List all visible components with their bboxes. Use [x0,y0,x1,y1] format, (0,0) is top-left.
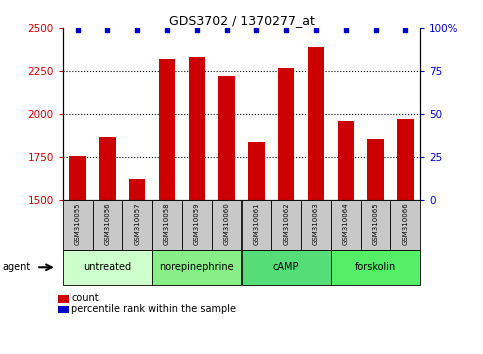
Text: GSM310065: GSM310065 [372,202,379,245]
Bar [301,200,331,250]
Bar [390,200,420,250]
Bar [93,200,122,250]
Text: GSM310066: GSM310066 [402,202,408,245]
Text: count: count [71,293,99,303]
Bar [152,200,182,250]
Text: GSM310057: GSM310057 [134,202,140,245]
Bar [182,200,212,250]
Bar [308,47,324,354]
Bar [338,121,354,354]
Bar [129,179,145,354]
Bar [331,250,420,285]
Text: GSM310055: GSM310055 [75,202,81,245]
Bar [63,250,152,285]
Bar [63,200,93,250]
Text: GSM310058: GSM310058 [164,202,170,245]
Bar [368,139,384,354]
Text: GSM310060: GSM310060 [224,202,229,245]
Bar [218,76,235,354]
Bar [271,200,301,250]
Text: GSM310056: GSM310056 [104,202,111,245]
Text: GSM310063: GSM310063 [313,202,319,245]
Text: agent: agent [2,262,30,272]
Text: untreated: untreated [84,262,131,272]
Bar [99,137,115,354]
Bar [212,200,242,250]
Bar [331,200,361,250]
Bar [397,119,413,354]
Text: GSM310061: GSM310061 [254,202,259,245]
Text: percentile rank within the sample: percentile rank within the sample [71,304,237,314]
Bar [122,200,152,250]
Bar [189,57,205,354]
Bar [242,250,331,285]
Text: GSM310064: GSM310064 [343,202,349,245]
Bar [361,200,390,250]
Bar [159,59,175,354]
Bar [278,68,294,354]
Text: forskolin: forskolin [355,262,396,272]
Text: GSM310059: GSM310059 [194,202,200,245]
Text: GSM310062: GSM310062 [283,202,289,245]
Text: norepinephrine: norepinephrine [159,262,234,272]
Title: GDS3702 / 1370277_at: GDS3702 / 1370277_at [169,14,314,27]
Bar [242,200,271,250]
Text: cAMP: cAMP [273,262,299,272]
Bar [248,143,265,354]
Bar [70,156,86,354]
Bar [152,250,242,285]
